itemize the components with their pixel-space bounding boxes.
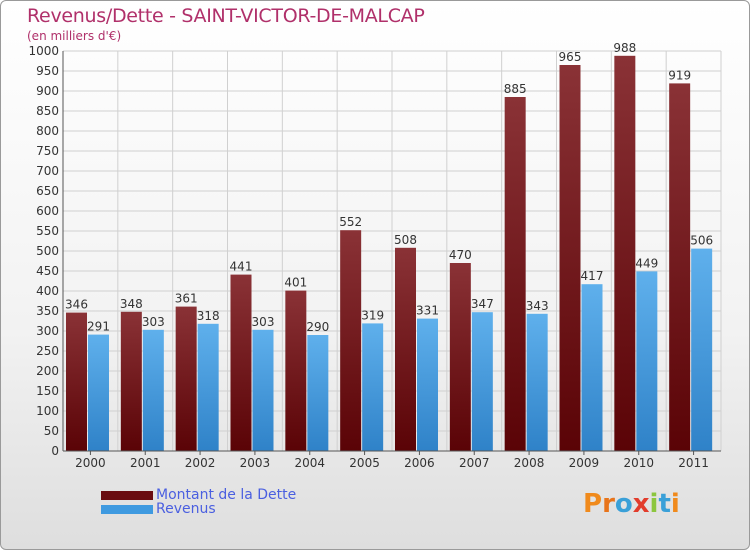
chart-title: Revenus/Dette - SAINT-VICTOR-DE-MALCAP [27,5,425,27]
bar-dette [340,230,362,451]
y-tick-label: 900 [36,84,59,98]
data-label-dette: 361 [175,292,198,306]
data-label-revenus: 449 [635,256,658,270]
y-tick-label: 850 [36,104,59,118]
data-label-dette: 470 [449,248,472,262]
x-tick-label: 2011 [678,456,709,470]
data-label-dette: 988 [613,41,636,55]
bar-revenus [252,329,274,451]
y-tick-label: 650 [36,184,59,198]
data-label-dette: 441 [230,260,253,274]
data-label-revenus: 343 [526,299,549,313]
data-label-dette: 508 [394,233,417,247]
bar-dette [66,312,87,451]
data-label-revenus: 303 [142,315,165,329]
legend-item-revenus: Revenus [101,501,216,517]
bar-dette [285,290,307,451]
data-label-revenus: 290 [306,320,329,334]
bar-revenus [691,248,713,451]
bar-revenus [362,323,384,451]
bar-revenus [417,318,438,451]
legend-item-dette: Montant de la Dette [101,487,296,503]
chart-subtitle: (en milliers d'€) [27,29,122,43]
bar-dette [559,65,581,451]
bar-dette [614,55,636,452]
data-label-revenus: 303 [252,315,275,329]
x-tick-label: 2010 [623,456,654,470]
bar-revenus [307,335,329,451]
data-label-dette: 885 [504,82,527,96]
bar-dette [504,97,526,451]
data-label-dette: 346 [65,298,88,312]
data-label-dette: 401 [284,276,307,290]
y-tick-label: 500 [36,244,59,258]
y-tick-label: 1000 [28,44,59,58]
bar-dette [669,83,691,452]
bar-revenus [471,312,493,451]
x-tick-label: 2005 [349,456,380,470]
bar-revenus [526,313,548,451]
data-label-revenus: 291 [87,320,110,334]
data-label-revenus: 347 [471,297,494,311]
legend-label-revenus: Revenus [156,501,216,517]
y-tick-label: 450 [36,264,59,278]
bars: 346 291 348 303 361 318 441 303 401 290 552 319 508 3… [65,41,713,452]
x-tick-label: 2006 [404,456,435,470]
bar-dette [230,274,252,451]
y-tick-label: 250 [36,344,59,358]
data-label-revenus: 319 [361,308,384,322]
data-label-revenus: 506 [690,234,713,248]
data-label-dette: 919 [668,68,691,82]
x-tick-label: 2001 [130,456,161,470]
data-label-revenus: 318 [197,309,220,323]
y-tick-label: 800 [36,124,59,138]
bar-revenus [636,271,658,451]
y-tick-label: 0 [51,444,59,458]
x-tick-label: 2003 [240,456,271,470]
proxiti-logo: Proxiti [583,489,680,519]
data-label-revenus: 417 [581,269,604,283]
x-tick-label: 2004 [294,456,325,470]
data-label-dette: 965 [559,50,582,64]
bar-revenus [581,284,603,451]
y-tick-label: 300 [36,324,59,338]
x-tick-label: 2000 [75,456,106,470]
bar-dette [120,311,142,451]
y-tick-label: 100 [36,404,59,418]
data-label-revenus: 331 [416,304,439,318]
x-tick-label: 2008 [514,456,545,470]
x-tick-label: 2002 [185,456,216,470]
bar-dette [449,263,471,451]
y-tick-label: 600 [36,204,59,218]
y-tick-label: 700 [36,164,59,178]
legend-swatch-dette [101,490,153,500]
y-tick-label: 550 [36,224,59,238]
legend-label-dette: Montant de la Dette [156,487,297,503]
bar-dette [395,247,416,451]
bar-dette [175,306,197,451]
axes: 0 50 100 150 200 250 300 350 400 450 500 550 600 650 7… [28,44,721,470]
legend-swatch-revenus [101,504,153,514]
y-tick-label: 950 [36,64,59,78]
bar-revenus [142,329,164,451]
bar-revenus [88,334,109,451]
y-tick-label: 50 [44,424,59,438]
data-label-dette: 348 [120,297,143,311]
y-tick-label: 350 [36,304,59,318]
x-tick-label: 2009 [569,456,600,470]
y-tick-label: 400 [36,284,59,298]
y-tick-label: 750 [36,144,59,158]
y-tick-label: 200 [36,364,59,378]
bar-revenus [197,323,219,451]
data-label-dette: 552 [339,215,362,229]
y-tick-label: 150 [36,384,59,398]
x-tick-label: 2007 [459,456,490,470]
